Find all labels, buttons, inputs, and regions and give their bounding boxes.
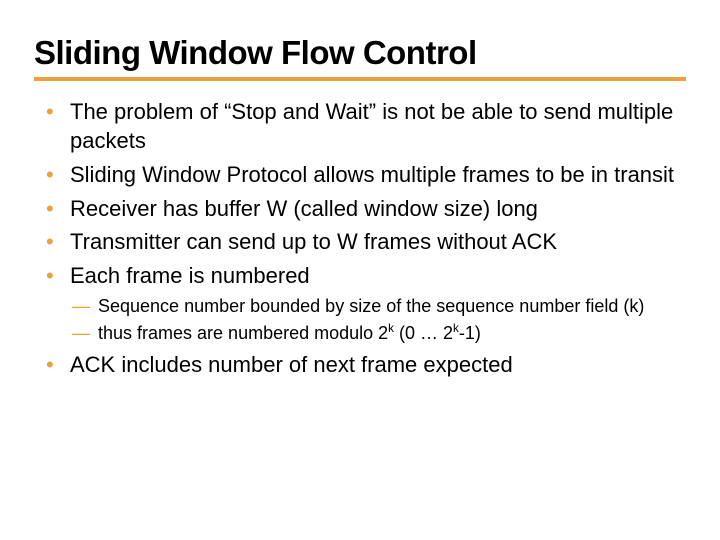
bullet-text: The problem of “Stop and Wait” is not be… [70, 99, 673, 154]
sub-bullet-text: thus frames are numbered modulo 2k (0 … … [98, 323, 481, 343]
bullet-text: ACK includes number of next frame expect… [70, 352, 513, 377]
list-item: Transmitter can send up to W frames with… [70, 227, 686, 257]
bullet-list: The problem of “Stop and Wait” is not be… [34, 97, 686, 380]
sub-bullet-list: Sequence number bounded by size of the s… [70, 295, 686, 346]
list-item: Sliding Window Protocol allows multiple … [70, 160, 686, 190]
bullet-text: Sliding Window Protocol allows multiple … [70, 162, 674, 187]
list-item: ACK includes number of next frame expect… [70, 350, 686, 380]
list-item: Receiver has buffer W (called window siz… [70, 194, 686, 224]
bullet-text: Each frame is numbered [70, 263, 310, 288]
slide-title: Sliding Window Flow Control [34, 36, 686, 81]
sub-bullet-text: Sequence number bounded by size of the s… [98, 296, 644, 316]
list-item: thus frames are numbered modulo 2k (0 … … [98, 322, 686, 345]
list-item: Each frame is numbered Sequence number b… [70, 261, 686, 345]
bullet-text: Transmitter can send up to W frames with… [70, 229, 557, 254]
list-item: Sequence number bounded by size of the s… [98, 295, 686, 318]
list-item: The problem of “Stop and Wait” is not be… [70, 97, 686, 156]
bullet-text: Receiver has buffer W (called window siz… [70, 196, 538, 221]
slide: Sliding Window Flow Control The problem … [0, 0, 720, 540]
